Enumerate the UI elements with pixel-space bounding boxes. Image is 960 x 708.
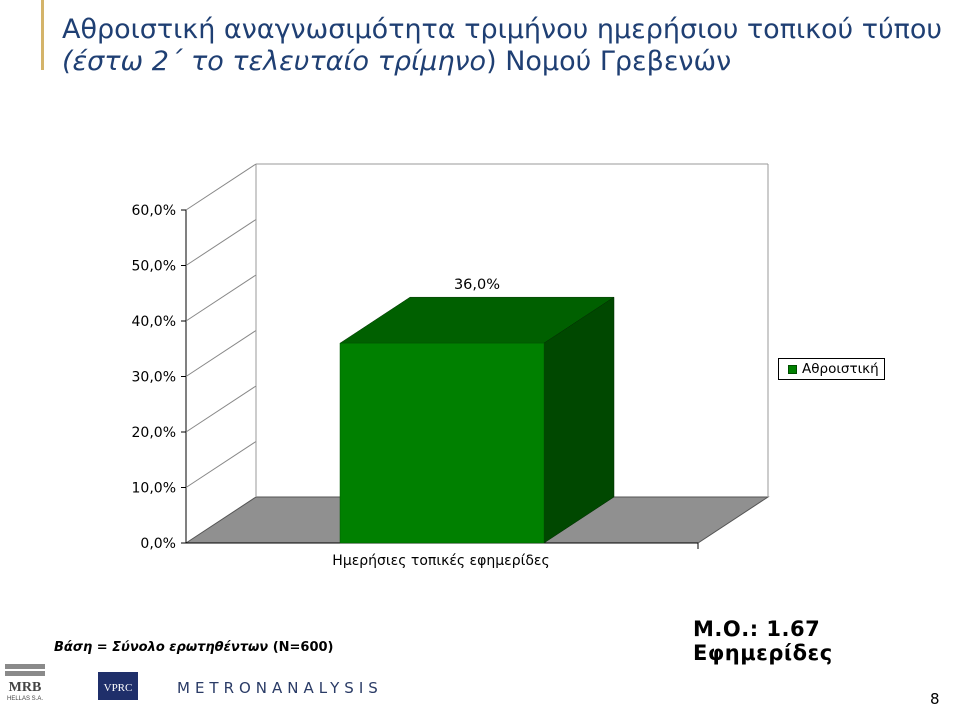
chart-legend: Αθροιστική [778,358,885,380]
bar-data-label: 36,0% [454,277,500,293]
metron-analysis-logo: METRONANALYSIS [177,679,383,697]
y-tick-label: 10,0% [132,481,176,497]
vprc-logo-text: VPRC [104,682,133,694]
y-tick-label: 20,0% [132,425,176,441]
y-gridline [185,330,257,377]
y-tick-label: 40,0% [132,314,176,330]
title-text-italic: (έστω 2΄ το τελευταίο τρίμηνο [62,46,487,77]
y-gridline [185,441,257,488]
bar-front-face [339,342,545,544]
x-category-label: Ημερήσιες τοπικές εφημερίδες [332,553,549,569]
base-note-n: (N=600) [268,640,334,655]
title-text-2: ) Νομού Γρεβενών [486,46,732,77]
title-text-1: Αθροιστική αναγνωσιμότητα τριμήνου ημερή… [62,14,943,45]
title-accent-bar [41,0,44,70]
y-tick-label: 30,0% [132,370,176,386]
y-tick-label: 50,0% [132,259,176,275]
legend-label: Αθροιστική [802,361,879,377]
y-gridline [185,163,257,211]
mrb-logo: MRB HELLAS S.A. [5,664,45,702]
readership-bar-chart: 0,0% 10,0% 20,0% 30,0% 40,0% 50,0% 60,0% 36,0%… [132,163,770,569]
page-number: 8 [930,690,940,708]
y-gridline [185,219,257,266]
slide-title: Αθροιστική αναγνωσιμότητα τριμήνου ημερή… [62,14,942,78]
mrb-logo-subtext: HELLAS S.A. [7,696,43,702]
legend-swatch [788,364,797,374]
mrb-logo-text: MRB [9,680,42,695]
vprc-logo: VPRC [98,672,138,700]
y-gridline [185,385,257,433]
base-note-label: Βάση = Σύνολο ερωτηθέντων [54,640,269,655]
mean-readership: Μ.Ο.: 1.67 Εφημερίδες [693,617,833,665]
y-gridline [185,274,257,322]
y-tick-label: 0,0% [140,536,176,552]
y-tick-label: 60,0% [132,203,176,219]
base-note: Βάση = Σύνολο ερωτηθέντων (N=600) [54,640,334,655]
